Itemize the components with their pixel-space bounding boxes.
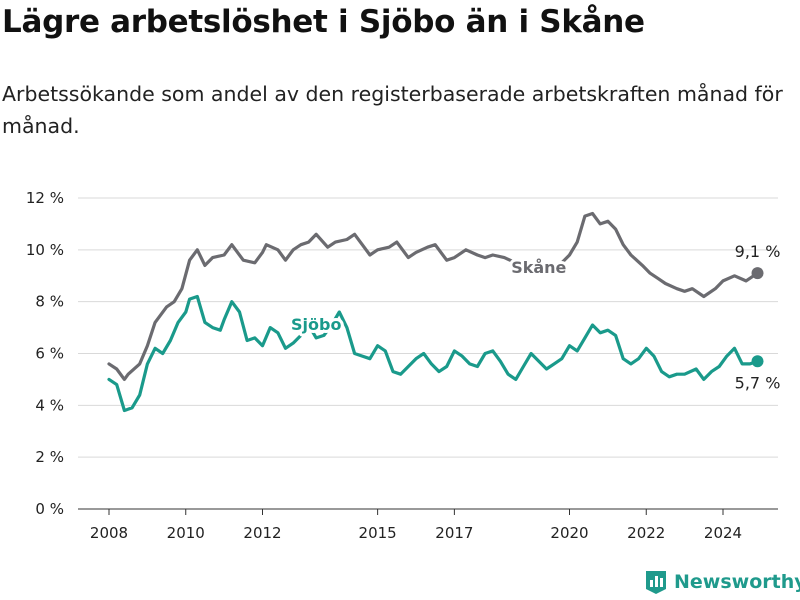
x-tick-label: 2008 [90,524,128,542]
y-tick-label: 2 % [35,448,64,466]
x-tick-label: 2010 [167,524,205,542]
y-tick-label: 0 % [35,500,64,518]
y-tick-label: 8 % [35,293,64,311]
series-line-sjöbo [107,294,760,413]
x-tick-label: 2017 [435,524,473,542]
brand-name: Newsworthy [674,571,800,593]
x-tick-label: 2024 [704,524,742,542]
y-tick-label: 10 % [26,241,64,259]
series-end-label-sjöbo: 5,7 % [735,373,781,392]
y-tick-label: 4 % [35,396,64,414]
page-title: Lägre arbetslöshet i Sjöbo än i Skåne [2,4,645,40]
series-annotation-halo: Sjöbo [291,315,341,334]
series-line-skåne [107,211,760,381]
y-tick-label: 12 % [26,189,64,207]
newsworthy-logo-icon [646,571,666,594]
x-tick-label: 2015 [359,524,397,542]
x-tick-label: 2012 [243,524,281,542]
series-annotation-sjöbo: Sjöbo [291,315,341,334]
series-end-point-sjöbo [751,355,764,368]
x-tick-label: 2022 [627,524,665,542]
x-tick-label: 2020 [550,524,588,542]
page-subtitle: Arbetssökande som andel av den registerb… [2,82,783,138]
series-annotation-skåne: Skåne [511,258,566,277]
series-end-label-skåne: 9,1 % [735,242,781,261]
series-end-point-skåne [751,267,764,280]
series-annotation-halo: Skåne [511,258,566,277]
brand-logo: Newsworthy [644,569,800,595]
y-tick-label: 6 % [35,345,64,363]
